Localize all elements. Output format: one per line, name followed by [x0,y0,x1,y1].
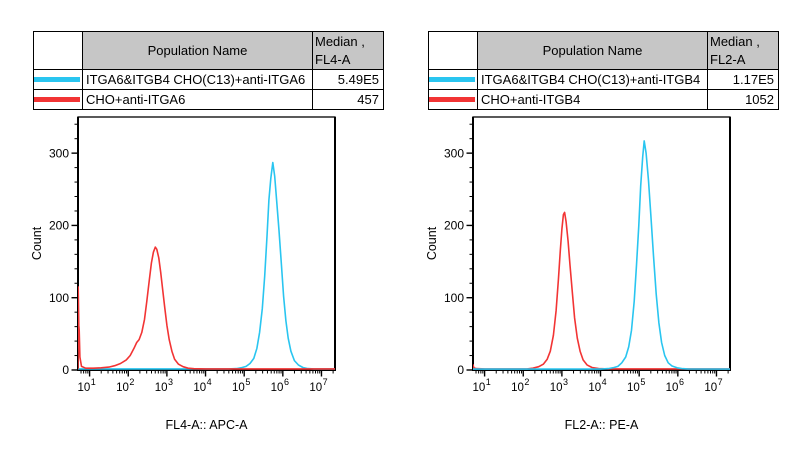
swatch-header-cell [428,30,478,71]
median-header: Median , FL2-A [707,30,779,71]
median-header-line2: FL4-A [315,51,351,67]
population-name-header: Population Name [477,30,708,71]
y-tick-label: 0 [62,363,69,377]
swatch-header-cell [33,30,83,71]
y-axis-title: Count [30,226,44,260]
x-tick-label: 103 [550,377,568,394]
population-name-cell: CHO+anti-ITGA6 [82,89,313,111]
y-tick-label: 100 [49,291,69,305]
x-tick-label: 107 [704,377,722,394]
y-axis-title: Count [425,226,439,260]
x-tick-label: 105 [627,377,645,394]
y-tick-label: 300 [49,146,69,160]
x-tick-label: 102 [511,377,529,394]
stats-header-row: Population Name Median , FL4-A [33,30,384,71]
swatch-cell [428,69,478,91]
x-tick-label: 103 [155,377,173,394]
x-tick-label: 105 [232,377,250,394]
plot-border [472,116,731,371]
median-value-cell: 457 [312,89,384,111]
plot-border [77,116,336,371]
stats-header-row: Population Name Median , FL2-A [428,30,779,71]
stats-table-fl2: Population Name Median , FL2-A ITGA6&ITG… [428,30,779,111]
median-header-line2: FL2-A [710,51,746,67]
population-name-cell: ITGA6&ITGB4 CHO(C13)+anti-ITGA6 [82,69,313,91]
y-tick-label: 0 [457,363,464,377]
histogram-curve-0 [78,161,335,370]
histogram-curve-1 [78,246,335,370]
swatch-cell [33,69,83,91]
y-tick-label: 300 [444,146,464,160]
x-tick-label: 101 [77,377,95,394]
median-value-cell: 1.17E5 [707,69,779,91]
x-tick-label: 102 [116,377,134,394]
swatch-cell [33,89,83,111]
x-tick-label: 101 [472,377,490,394]
y-tick-label: 200 [49,219,69,233]
panel-fl4: Population Name Median , FL4-A ITGA6&ITG… [30,30,384,447]
x-tick-label: 107 [309,377,327,394]
table-row: CHO+anti-ITGB4 1052 [428,89,779,111]
histogram-curve-1 [473,140,730,370]
y-tick-label: 100 [444,291,464,305]
median-header: Median , FL4-A [312,30,384,71]
median-header-line1: Median , [315,34,365,49]
table-row: ITGA6&ITGB4 CHO(C13)+anti-ITGA6 5.49E5 [33,69,384,91]
population-name-cell: ITGA6&ITGB4 CHO(C13)+anti-ITGB4 [477,69,708,91]
table-row: ITGA6&ITGB4 CHO(C13)+anti-ITGB4 1.17E5 [428,69,779,91]
stats-table-fl4: Population Name Median , FL4-A ITGA6&ITG… [33,30,384,111]
series-color-swatch-cyan [34,77,80,83]
x-tick-label: 106 [271,377,289,394]
y-tick-label: 200 [444,219,464,233]
x-tick-label: 106 [666,377,684,394]
panel-fl2: Population Name Median , FL2-A ITGA6&ITG… [425,30,779,447]
median-value-cell: 5.49E5 [312,69,384,91]
x-tick-label: 104 [588,377,606,394]
population-name-header: Population Name [82,30,313,71]
table-row: CHO+anti-ITGA6 457 [33,89,384,111]
series-color-swatch-red [34,97,80,103]
x-tick-label: 104 [193,377,211,394]
series-color-swatch-cyan [429,77,475,83]
median-value-cell: 1052 [707,89,779,111]
x-axis-title: FL2-A:: PE-A [565,418,639,432]
x-axis-title: FL4-A:: APC-A [166,418,249,432]
series-color-swatch-red [429,97,475,103]
median-header-line1: Median , [710,34,760,49]
swatch-cell [428,89,478,111]
population-name-cell: CHO+anti-ITGB4 [477,89,708,111]
